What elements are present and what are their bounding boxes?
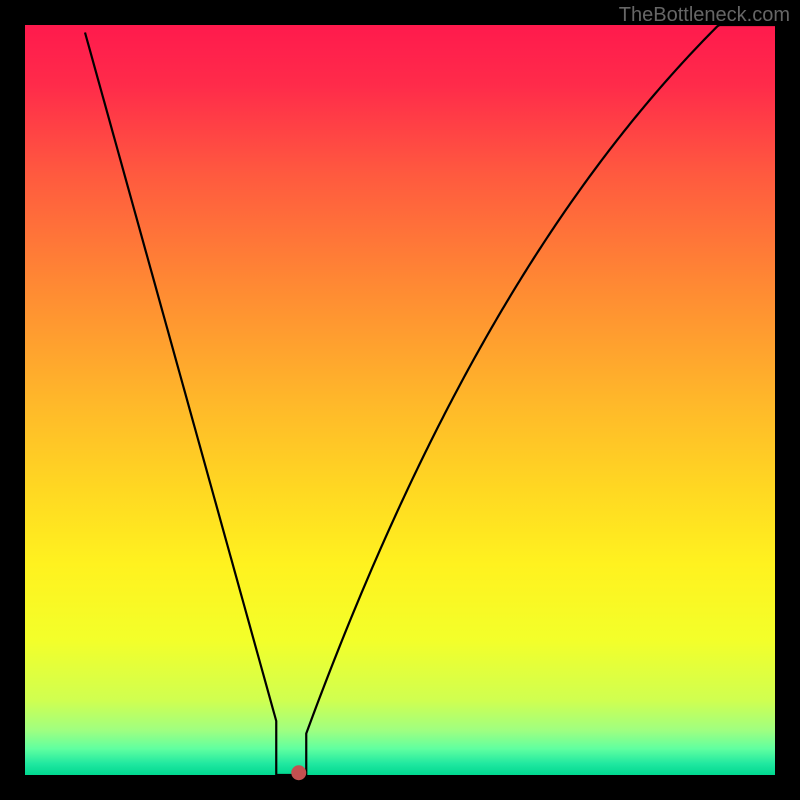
chart-stage: TheBottleneck.com <box>0 0 800 800</box>
bottleneck-chart <box>0 0 800 800</box>
optimum-marker <box>291 765 306 780</box>
watermark-text: TheBottleneck.com <box>619 4 790 27</box>
gradient-background <box>25 25 775 775</box>
